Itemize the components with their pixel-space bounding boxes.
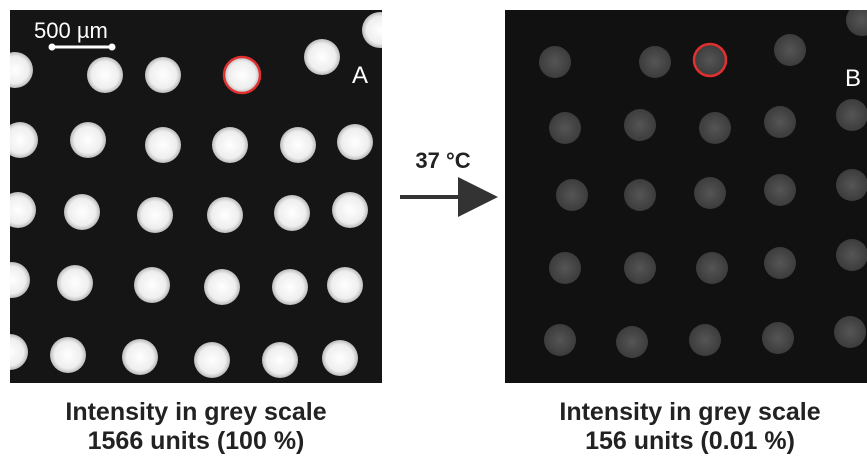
spot bbox=[0, 192, 36, 228]
spot bbox=[694, 44, 726, 76]
caption: 1566 units (100 %) bbox=[88, 427, 305, 455]
spot bbox=[207, 197, 243, 233]
spot bbox=[616, 326, 648, 358]
spot bbox=[544, 324, 576, 356]
spot bbox=[194, 342, 230, 378]
spot bbox=[327, 267, 363, 303]
spot bbox=[70, 122, 106, 158]
spot bbox=[836, 99, 867, 131]
spot bbox=[57, 265, 93, 301]
figure: 500 µm A B 37 °C Intensity in grey scale… bbox=[0, 0, 867, 457]
spot bbox=[624, 179, 656, 211]
caption: Intensity in grey scale bbox=[559, 398, 820, 426]
spot bbox=[274, 195, 310, 231]
spot bbox=[762, 322, 794, 354]
spot bbox=[122, 339, 158, 375]
spot bbox=[539, 46, 571, 78]
panel-label: A bbox=[352, 62, 368, 89]
spot bbox=[262, 342, 298, 378]
scale-bar-end bbox=[109, 44, 116, 51]
caption: Intensity in grey scale bbox=[65, 398, 326, 426]
spot bbox=[137, 197, 173, 233]
spot bbox=[699, 112, 731, 144]
scale-label: 500 µm bbox=[34, 18, 108, 43]
spot bbox=[145, 127, 181, 163]
spot bbox=[332, 192, 368, 228]
spot bbox=[774, 34, 806, 66]
image-panel bbox=[0, 10, 398, 383]
spot bbox=[834, 316, 866, 348]
spot bbox=[280, 127, 316, 163]
spot bbox=[362, 12, 398, 48]
spot bbox=[836, 239, 867, 271]
spot bbox=[337, 124, 373, 160]
panel-label: B bbox=[845, 65, 861, 92]
spot bbox=[134, 267, 170, 303]
spot bbox=[145, 57, 181, 93]
spot bbox=[556, 179, 588, 211]
spot bbox=[64, 194, 100, 230]
spot bbox=[639, 46, 671, 78]
spot bbox=[764, 174, 796, 206]
spot bbox=[212, 127, 248, 163]
spot bbox=[224, 57, 260, 93]
image-panel bbox=[505, 4, 867, 383]
spot bbox=[304, 39, 340, 75]
spot bbox=[50, 337, 86, 373]
spot bbox=[694, 177, 726, 209]
spot bbox=[764, 106, 796, 138]
scale-bar-end bbox=[49, 44, 56, 51]
spot bbox=[689, 324, 721, 356]
spot bbox=[836, 169, 867, 201]
transition-label: 37 °C bbox=[415, 148, 470, 173]
spot bbox=[204, 269, 240, 305]
spot bbox=[624, 109, 656, 141]
spot bbox=[764, 247, 796, 279]
spot bbox=[272, 269, 308, 305]
spot bbox=[87, 57, 123, 93]
spot bbox=[624, 252, 656, 284]
spot bbox=[549, 112, 581, 144]
spot bbox=[2, 122, 38, 158]
caption: 156 units (0.01 %) bbox=[585, 427, 795, 455]
spot bbox=[696, 252, 728, 284]
spot bbox=[549, 252, 581, 284]
spot bbox=[322, 340, 358, 376]
